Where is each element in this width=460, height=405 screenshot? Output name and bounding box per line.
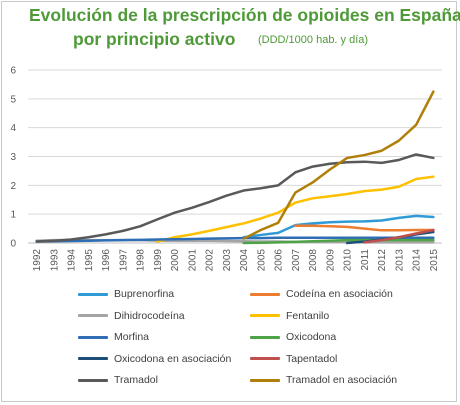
- legend-item: Oxicodona: [250, 329, 336, 345]
- x-tick-label: 2011: [360, 249, 371, 271]
- x-tick-label: 2005: [256, 249, 267, 272]
- chart-units-subtitle: (DDD/1000 hab. y día): [258, 34, 369, 46]
- x-tick-label: 1996: [101, 249, 112, 272]
- series-line-fentanilo: [156, 175, 435, 243]
- legend-label: Oxicodona: [286, 331, 337, 343]
- x-tick-label: 2003: [222, 249, 233, 272]
- x-tick-label: 2009: [325, 249, 336, 272]
- legend-label: Dihidrocodeína: [114, 309, 185, 322]
- series-line-oxicodona: [242, 238, 435, 245]
- x-tick-label: 1992: [32, 249, 43, 272]
- legend-item: Codeína en asociación: [250, 286, 393, 302]
- x-tick-label: 1998: [136, 249, 147, 272]
- x-tick-label: 2007: [291, 249, 302, 272]
- x-tick-label: 1993: [49, 249, 60, 272]
- legend-label: Morfina: [114, 331, 150, 343]
- x-tick-label: 2002: [205, 249, 216, 272]
- legend-item: Buprenorfina: [78, 286, 174, 302]
- legend-swatch: [250, 314, 280, 317]
- legend-item: Morfina: [78, 329, 149, 345]
- legend-item: Tramadol: [78, 372, 158, 388]
- legend-label: Tramadol en asociación: [286, 374, 398, 386]
- legend-swatch: [78, 357, 108, 360]
- y-tick-label: 6: [10, 66, 16, 77]
- y-tick-label: 5: [10, 94, 16, 105]
- x-tick-label: 2001: [187, 249, 198, 272]
- legend-swatch: [250, 357, 280, 360]
- legend-swatch: [78, 292, 108, 296]
- legend-label: Buprenorfina: [114, 288, 175, 300]
- legend-item: Fentanilo: [250, 308, 329, 324]
- series-line-buprenorfina: [242, 214, 435, 239]
- legend-label: Tapentadol: [286, 352, 338, 365]
- legend-label: Oxicodona en asociación: [114, 352, 232, 365]
- legend-swatch: [250, 292, 280, 296]
- series-line-tramadol: [35, 153, 435, 243]
- x-tick-label: 2008: [308, 249, 319, 272]
- legend-swatch: [250, 335, 280, 339]
- legend-item: Dihidrocodeína: [78, 308, 185, 324]
- x-tick-label: 2013: [394, 249, 405, 272]
- x-tick-label: 1999: [153, 249, 164, 272]
- y-tick-label: 1: [10, 210, 16, 221]
- legend-label: Fentanilo: [286, 309, 330, 322]
- series-line-morfina: [35, 236, 435, 243]
- x-tick-label: 1995: [84, 249, 95, 272]
- chart-title-line-1: Evolución de la prescripción de opioides…: [29, 5, 460, 25]
- legend-swatch: [250, 378, 280, 382]
- y-tick-label: 0: [10, 239, 16, 250]
- x-tick-label: 2004: [239, 249, 250, 272]
- x-tick-label: 2012: [377, 249, 388, 272]
- legend-item: Tapentadol: [250, 351, 337, 367]
- x-tick-label: 1994: [67, 249, 78, 272]
- legend-swatch: [78, 335, 108, 339]
- x-tick-label: 2010: [343, 249, 354, 272]
- legend-swatch: [78, 314, 108, 317]
- x-tick-label: 1997: [118, 249, 129, 272]
- series-lines: [35, 90, 435, 245]
- x-tick-label: 2015: [429, 249, 440, 272]
- y-tick-label: 3: [10, 152, 16, 163]
- y-tick-label: 2: [10, 181, 16, 192]
- legend-item: Tramadol en asociación: [250, 372, 397, 388]
- x-tick-label: 2014: [412, 249, 423, 272]
- series-line-tramadol-en-asociaci-n: [242, 90, 435, 240]
- legend-item: Oxicodona en asociación: [78, 351, 231, 367]
- y-axis-ticks: 0 1 2 3 4 5 6: [10, 66, 16, 250]
- series-line-code-na-en-asociaci-n: [294, 224, 435, 232]
- gridlines: [28, 69, 442, 244]
- chart-title-line-2: por principio activo: [73, 29, 236, 49]
- x-tick-label: 2006: [274, 249, 285, 272]
- legend-label: Tramadol: [114, 374, 158, 386]
- series-line-tapentadol: [363, 228, 435, 244]
- legend-swatch: [78, 378, 108, 382]
- x-axis-ticks: 1992 1993 1994 1995 1996 1997 1998 1999 2000 2001…: [32, 249, 440, 272]
- legend-label: Codeína en asociación: [286, 288, 393, 300]
- y-tick-label: 4: [10, 123, 16, 134]
- x-tick-label: 2000: [170, 249, 181, 272]
